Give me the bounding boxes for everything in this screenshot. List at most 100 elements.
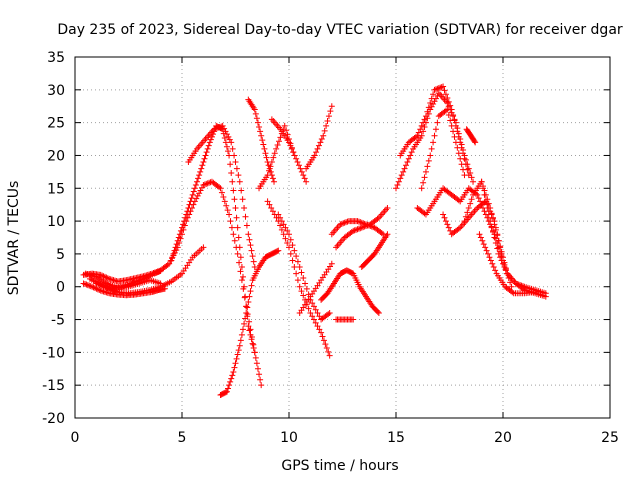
data-point: [231, 364, 238, 371]
data-point: [235, 172, 242, 179]
data-point: [434, 92, 441, 99]
data-point: [264, 172, 271, 179]
data-point: [186, 201, 193, 208]
data-point: [234, 351, 241, 358]
y-tick-label: 30: [47, 83, 65, 99]
data-point: [282, 235, 289, 242]
data-point: [228, 224, 235, 231]
data-point: [236, 178, 243, 185]
y-tick-label: -5: [51, 313, 65, 329]
data-point: [400, 168, 407, 175]
data-point: [488, 210, 495, 217]
data-point: [222, 128, 229, 135]
data-point: [354, 226, 361, 233]
data-point: [256, 371, 263, 378]
data-point: [100, 273, 107, 280]
data-point: [315, 142, 322, 149]
data-point: [397, 175, 404, 182]
data-point: [220, 194, 227, 201]
data-point: [246, 327, 253, 334]
data-point: [283, 127, 290, 134]
data-point: [490, 229, 497, 236]
data-point: [408, 149, 415, 156]
data-point: [441, 214, 448, 221]
data-point: [492, 267, 499, 274]
data-point: [314, 309, 321, 316]
data-point: [300, 172, 307, 179]
data-point: [248, 282, 255, 289]
data-point: [277, 222, 284, 229]
data-point: [309, 300, 316, 307]
data-point: [222, 389, 229, 396]
data-point: [295, 162, 302, 169]
data-point: [250, 258, 257, 265]
data-point: [271, 178, 278, 185]
data-point: [264, 198, 271, 205]
data-point: [405, 155, 412, 162]
data-point: [322, 341, 329, 348]
data-point: [286, 244, 292, 251]
data-point: [201, 181, 208, 188]
data-point: [483, 247, 490, 254]
data-point: [247, 288, 254, 295]
data-point: [197, 168, 204, 175]
data-point: [243, 309, 250, 316]
y-tick-label: -10: [42, 345, 65, 361]
data-point: [201, 155, 208, 162]
data-point: [241, 283, 248, 290]
data-point: [445, 111, 452, 118]
data-series: [168, 122, 258, 356]
data-point: [310, 303, 317, 310]
data-point: [472, 139, 479, 146]
data-point: [477, 234, 484, 241]
data-point: [327, 108, 334, 115]
data-point: [374, 215, 381, 222]
data-point: [395, 178, 402, 185]
data-point: [269, 208, 276, 215]
data-point: [351, 227, 358, 234]
data-point: [252, 354, 259, 361]
data-point: [430, 91, 437, 98]
data-point: [278, 218, 285, 225]
data-point: [236, 244, 243, 251]
data-point: [203, 149, 210, 156]
x-tick-label: 25: [601, 430, 619, 446]
data-point: [250, 344, 257, 351]
data-point: [337, 221, 344, 228]
data-point: [296, 264, 303, 271]
data-series: [476, 231, 539, 297]
data-point: [269, 175, 276, 182]
data-point: [225, 385, 232, 392]
data-series: [268, 116, 310, 185]
data-point: [434, 119, 441, 126]
data-point: [294, 159, 301, 166]
data-point: [195, 175, 202, 182]
y-tick-label: 0: [56, 280, 65, 296]
data-point: [486, 254, 493, 261]
data-point: [421, 116, 428, 123]
data-point: [438, 84, 445, 91]
data-point: [441, 87, 448, 94]
data-point: [485, 250, 492, 257]
data-point: [317, 139, 324, 146]
data-point: [187, 198, 194, 205]
data-point: [218, 189, 225, 196]
data-point: [86, 282, 93, 289]
y-tick-label: 35: [47, 50, 65, 66]
data-point: [168, 257, 175, 264]
x-tick-label: 15: [387, 430, 405, 446]
data-point: [203, 180, 210, 187]
data-point: [181, 218, 188, 225]
data-point: [440, 83, 447, 90]
axis-ticks: -20 -15 -10 -5 0 5 10 15 20 25 30 35 0 5 10 15 20 25: [42, 50, 619, 446]
data-point: [251, 106, 258, 113]
data-point: [298, 269, 305, 276]
y-tick-label: 15: [47, 181, 65, 197]
data-point: [274, 248, 281, 255]
data-point: [357, 225, 364, 232]
data-point: [350, 316, 357, 323]
data-point: [188, 195, 195, 202]
data-point: [229, 372, 236, 379]
y-tick-label: -15: [42, 378, 65, 394]
data-point: [430, 101, 437, 108]
